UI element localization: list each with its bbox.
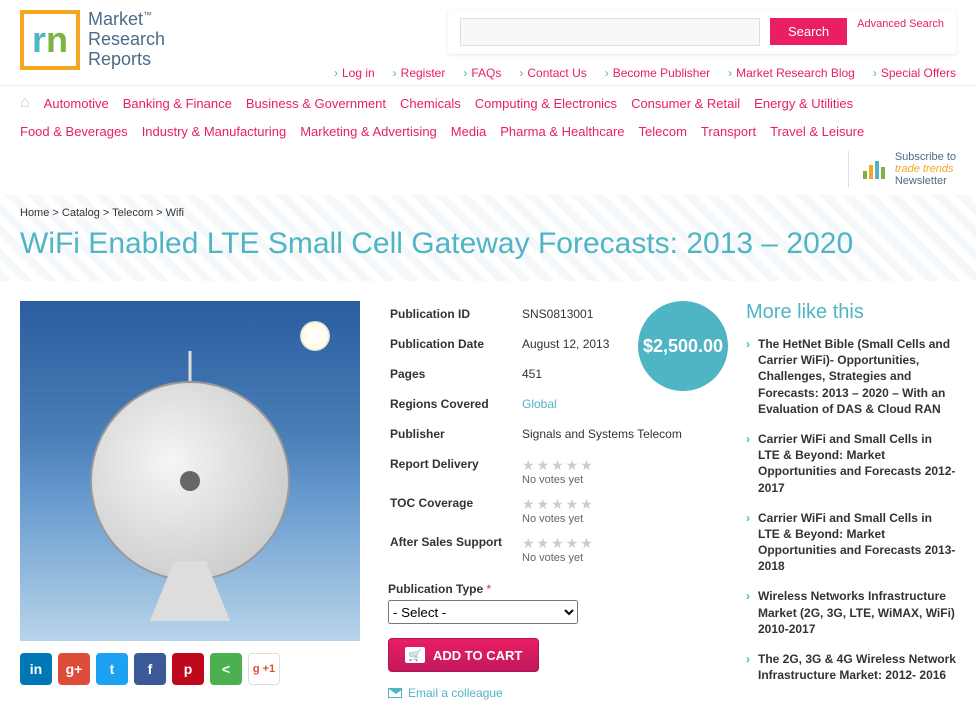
cat-telecom[interactable]: Telecom — [639, 124, 687, 139]
label-delivery: Report Delivery — [390, 453, 520, 490]
label-pubtype: Publication Type — [388, 582, 483, 596]
content: in g+ t f p < g +1 $2,500.00 Publication… — [0, 281, 976, 720]
share-plusone-icon[interactable]: g +1 — [248, 653, 280, 685]
novotes-delivery: No votes yet — [522, 474, 716, 486]
search-bar: Search Advanced Search — [448, 10, 956, 54]
crumb-catalog[interactable]: Catalog — [62, 207, 100, 219]
regions-link[interactable]: Global — [522, 397, 557, 411]
share-facebook-icon[interactable]: f — [134, 653, 166, 685]
breadcrumb: Home > Catalog > Telecom > Wifi — [20, 207, 956, 219]
novotes-toc: No votes yet — [522, 513, 716, 525]
label-toc: TOC Coverage — [390, 492, 520, 529]
cat-travel[interactable]: Travel & Leisure — [770, 124, 864, 139]
cat-banking[interactable]: Banking & Finance — [123, 96, 232, 111]
share-pinterest-icon[interactable]: p — [172, 653, 204, 685]
cat-business[interactable]: Business & Government — [246, 96, 386, 111]
chevron-right-icon: › — [746, 510, 750, 575]
stars-support[interactable]: ★★★★★ — [522, 535, 716, 552]
label-pubdate: Publication Date — [390, 333, 520, 361]
email-colleague-link[interactable]: Email a colleague — [388, 686, 718, 700]
label-pages: Pages — [390, 363, 520, 391]
share-linkedin-icon[interactable]: in — [20, 653, 52, 685]
cat-computing[interactable]: Computing & Electronics — [475, 96, 617, 111]
right-column: More like this ›The HetNet Bible (Small … — [746, 301, 956, 700]
header-right: Search Advanced Search ›Log in ›Register… — [334, 10, 956, 80]
left-column: in g+ t f p < g +1 — [20, 301, 360, 700]
cat-transport[interactable]: Transport — [701, 124, 756, 139]
top-nav: ›Log in ›Register ›FAQs ›Contact Us ›Bec… — [334, 66, 956, 80]
related-item[interactable]: ›Wireless Networks Infrastructure Market… — [746, 588, 956, 637]
related-item[interactable]: ›The 2G, 3G & 4G Wireless Network Infras… — [746, 651, 956, 683]
share-twitter-icon[interactable]: t — [96, 653, 128, 685]
middle-column: $2,500.00 Publication IDSNS0813001 Publi… — [388, 301, 718, 700]
cat-automotive[interactable]: Automotive — [44, 96, 109, 111]
chevron-right-icon: › — [746, 336, 750, 417]
advanced-search-link[interactable]: Advanced Search — [857, 18, 944, 31]
logo[interactable]: rn Market™ Research Reports — [20, 10, 165, 70]
chevron-right-icon: › — [746, 431, 750, 496]
cat-energy[interactable]: Energy & Utilities — [754, 96, 853, 111]
share-sharethis-icon[interactable]: < — [210, 653, 242, 685]
stars-delivery[interactable]: ★★★★★ — [522, 457, 716, 474]
cat-media[interactable]: Media — [451, 124, 486, 139]
search-button[interactable]: Search — [770, 18, 847, 45]
related-item[interactable]: ›Carrier WiFi and Small Cells in LTE & B… — [746, 431, 956, 496]
chevron-right-icon: › — [746, 651, 750, 683]
nav-faqs[interactable]: ›FAQs — [463, 66, 501, 80]
value-publisher: Signals and Systems Telecom — [522, 423, 716, 451]
share-icons: in g+ t f p < g +1 — [20, 653, 360, 685]
header: rn Market™ Research Reports Search Advan… — [0, 0, 976, 85]
cat-chemicals[interactable]: Chemicals — [400, 96, 461, 111]
label-support: After Sales Support — [390, 531, 520, 568]
required-asterisk: * — [486, 582, 491, 596]
label-publisher: Publisher — [390, 423, 520, 451]
more-like-this-title: More like this — [746, 301, 956, 324]
satellite-dish-graphic — [90, 381, 290, 581]
label-pubid: Publication ID — [390, 303, 520, 331]
newsletter-link[interactable]: Subscribe to trade trends Newsletter — [848, 151, 956, 187]
nav-register[interactable]: ›Register — [393, 66, 446, 80]
crumb-home[interactable]: Home — [20, 207, 49, 219]
crumb-wifi[interactable]: Wifi — [166, 207, 184, 219]
page-title: WiFi Enabled LTE Small Cell Gateway Fore… — [20, 227, 956, 261]
logo-box: rn — [20, 10, 80, 70]
product-image — [20, 301, 360, 641]
home-icon[interactable]: ⌂ — [20, 94, 30, 112]
price-badge: $2,500.00 — [638, 301, 728, 391]
cat-pharma[interactable]: Pharma & Healthcare — [500, 124, 624, 139]
related-item[interactable]: ›The HetNet Bible (Small Cells and Carri… — [746, 336, 956, 417]
share-googleplus-icon[interactable]: g+ — [58, 653, 90, 685]
nav-blog[interactable]: ›Market Research Blog — [728, 66, 855, 80]
chevron-right-icon: › — [746, 588, 750, 637]
add-to-cart-button[interactable]: 🛒 ADD TO CART — [388, 638, 539, 672]
nav-contact[interactable]: ›Contact Us — [519, 66, 586, 80]
stars-toc[interactable]: ★★★★★ — [522, 496, 716, 513]
cat-consumer[interactable]: Consumer & Retail — [631, 96, 740, 111]
title-section: Home > Catalog > Telecom > Wifi WiFi Ena… — [0, 195, 976, 281]
logo-text: Market™ Research Reports — [88, 10, 165, 69]
category-nav: ⌂ Automotive Banking & Finance Business … — [0, 85, 976, 195]
crumb-telecom[interactable]: Telecom — [112, 207, 153, 219]
sun-graphic — [300, 321, 330, 351]
chart-icon — [861, 157, 889, 181]
novotes-support: No votes yet — [522, 552, 716, 564]
logo-m-icon: rn — [32, 19, 68, 61]
label-regions: Regions Covered — [390, 393, 520, 421]
publication-type-select[interactable]: - Select - — [388, 600, 578, 624]
cat-industry[interactable]: Industry & Manufacturing — [142, 124, 287, 139]
cart-icon: 🛒 — [405, 647, 425, 663]
cat-food[interactable]: Food & Beverages — [20, 124, 128, 139]
nav-offers[interactable]: ›Special Offers — [873, 66, 956, 80]
nav-login[interactable]: ›Log in — [334, 66, 375, 80]
search-input[interactable] — [460, 18, 760, 46]
related-item[interactable]: ›Carrier WiFi and Small Cells in LTE & B… — [746, 510, 956, 575]
newsletter-text: Subscribe to trade trends Newsletter — [895, 151, 956, 187]
nav-publisher[interactable]: ›Become Publisher — [605, 66, 710, 80]
email-icon — [388, 688, 402, 698]
cat-marketing[interactable]: Marketing & Advertising — [300, 124, 437, 139]
